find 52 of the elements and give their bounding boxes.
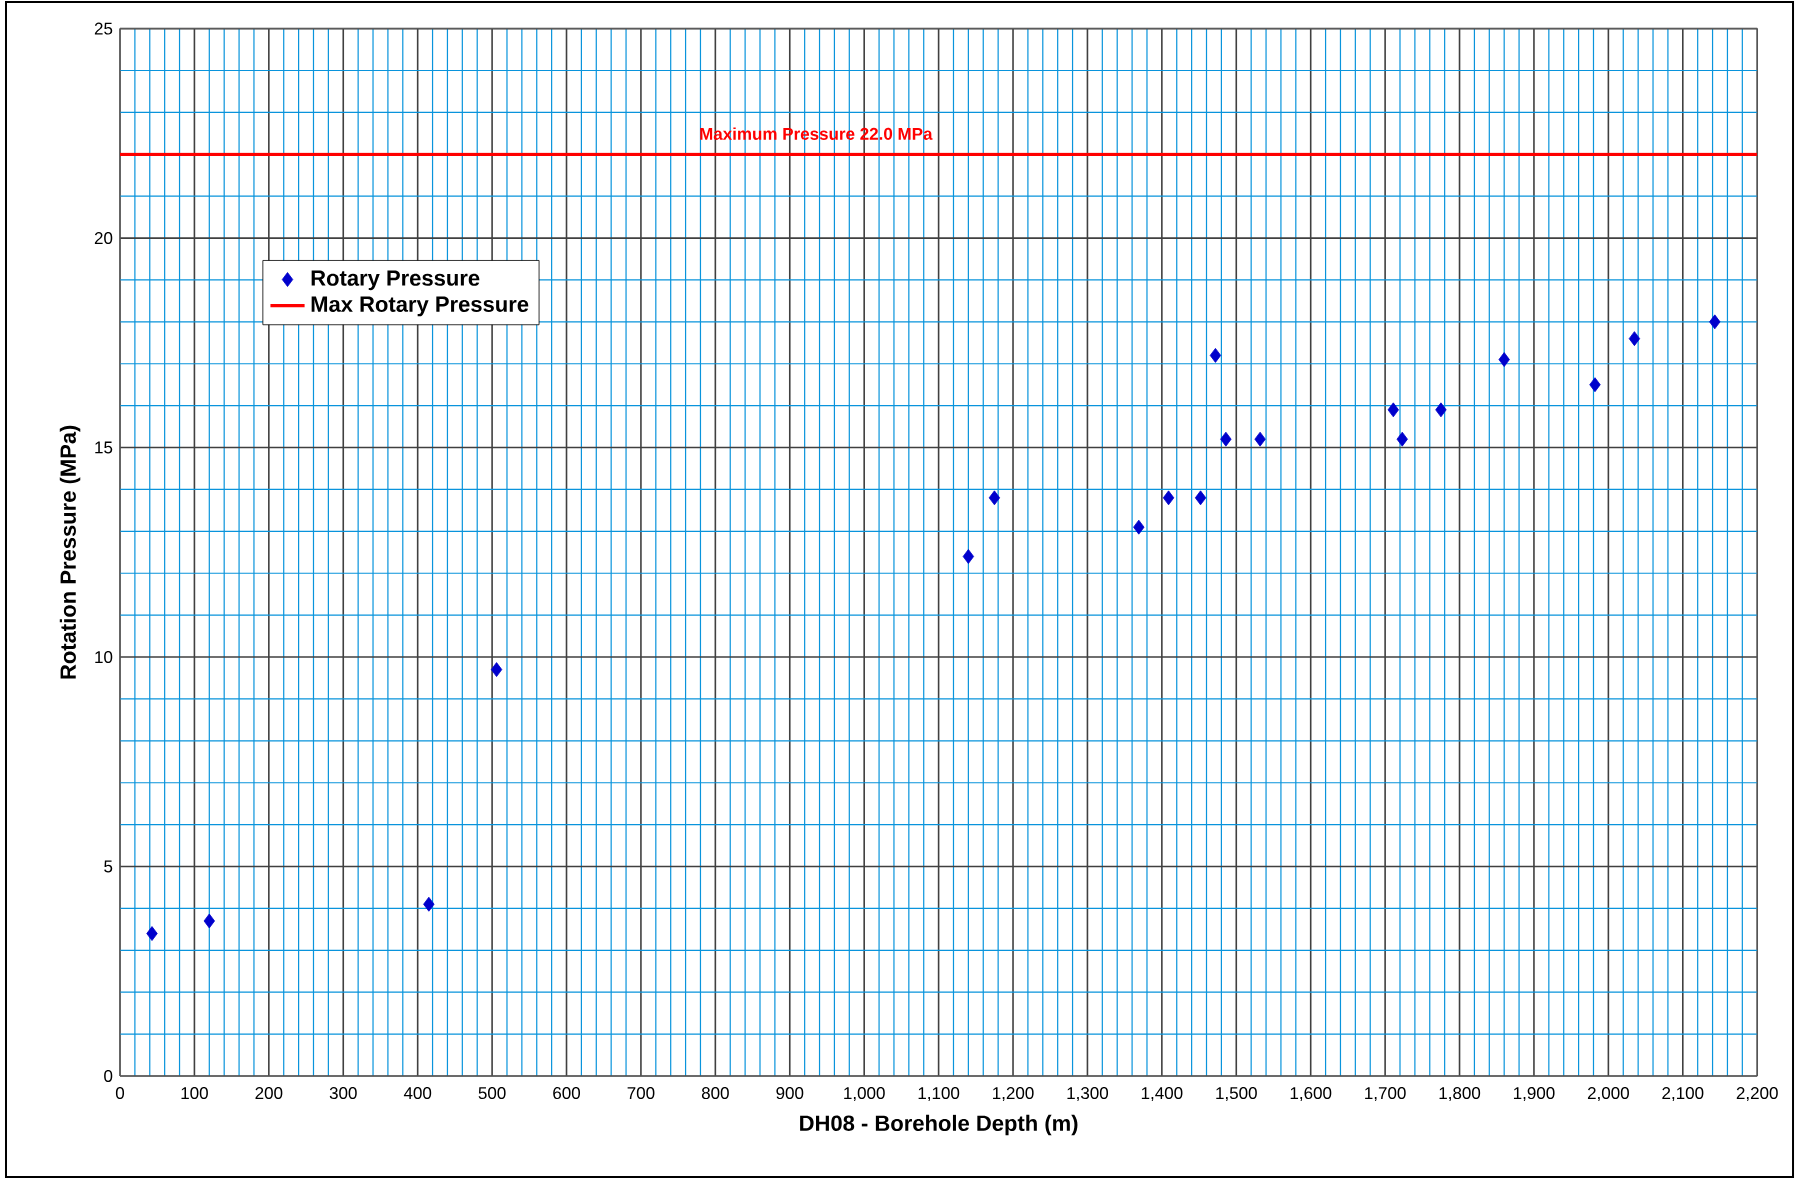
point	[1254, 431, 1266, 447]
point	[1220, 431, 1232, 447]
x-tick-label: 1,000	[844, 1087, 885, 1102]
x-tick-label: 2,100	[1662, 1087, 1704, 1102]
x-tick-label: 200	[255, 1087, 283, 1100]
x-tick-label: 2,000	[1587, 1087, 1629, 1102]
x-tick-label: 800	[701, 1087, 729, 1100]
point	[1498, 352, 1510, 367]
y-tick-label: 15	[95, 441, 113, 454]
x-tick-label: 500	[478, 1087, 506, 1100]
x-tick-label: 1,900	[1513, 1087, 1555, 1102]
point	[1209, 347, 1222, 363]
x-tick-label: 900	[776, 1087, 804, 1100]
point	[1162, 490, 1175, 506]
point	[1387, 402, 1399, 418]
x-tick-label: 600	[553, 1087, 581, 1100]
x-tick-label: 1,200	[993, 1087, 1034, 1102]
point	[988, 490, 1001, 506]
x-tick-label: 1,400	[1141, 1087, 1183, 1102]
point	[1589, 377, 1601, 393]
point	[1396, 431, 1408, 447]
legend-label: Max Rotary Pressure	[311, 296, 529, 317]
x-tick-label: 2,200	[1736, 1087, 1778, 1102]
y-axis-title: Rotation Pressure (MPa)	[59, 425, 81, 679]
y-tick-label: 25	[94, 22, 113, 35]
x-tick-label: 400	[403, 1087, 432, 1100]
x-tick-label: 700	[627, 1087, 655, 1100]
x-axis-title: DH08 - Borehole Depth (m)	[800, 1114, 1078, 1136]
y-tick-label: 20	[94, 232, 113, 245]
x-tick-label: 1,100	[918, 1087, 960, 1102]
point	[146, 926, 158, 941]
x-tick-label: 1,600	[1290, 1087, 1332, 1102]
y-tick-label: 0	[104, 1069, 113, 1083]
x-tick-label: 1,800	[1439, 1087, 1481, 1102]
point	[1709, 314, 1721, 330]
x-tick-label: 1,700	[1365, 1087, 1406, 1102]
point	[1628, 331, 1641, 347]
point	[423, 896, 435, 912]
x-tick-label: 100	[181, 1087, 208, 1100]
x-tick-label: 300	[329, 1087, 357, 1100]
legend-label: Rotary Pressure	[311, 270, 480, 291]
point	[1194, 490, 1207, 506]
y-tick-label: 10	[95, 651, 113, 664]
point	[1435, 402, 1447, 418]
point	[203, 913, 215, 929]
point	[962, 549, 975, 564]
y-tick-label: 5	[104, 860, 113, 873]
point	[1133, 519, 1145, 535]
x-tick-label: 1,500	[1216, 1087, 1257, 1102]
x-tick-label: 0	[115, 1087, 125, 1100]
point	[490, 662, 503, 678]
x-tick-label: 1,300	[1067, 1087, 1109, 1102]
